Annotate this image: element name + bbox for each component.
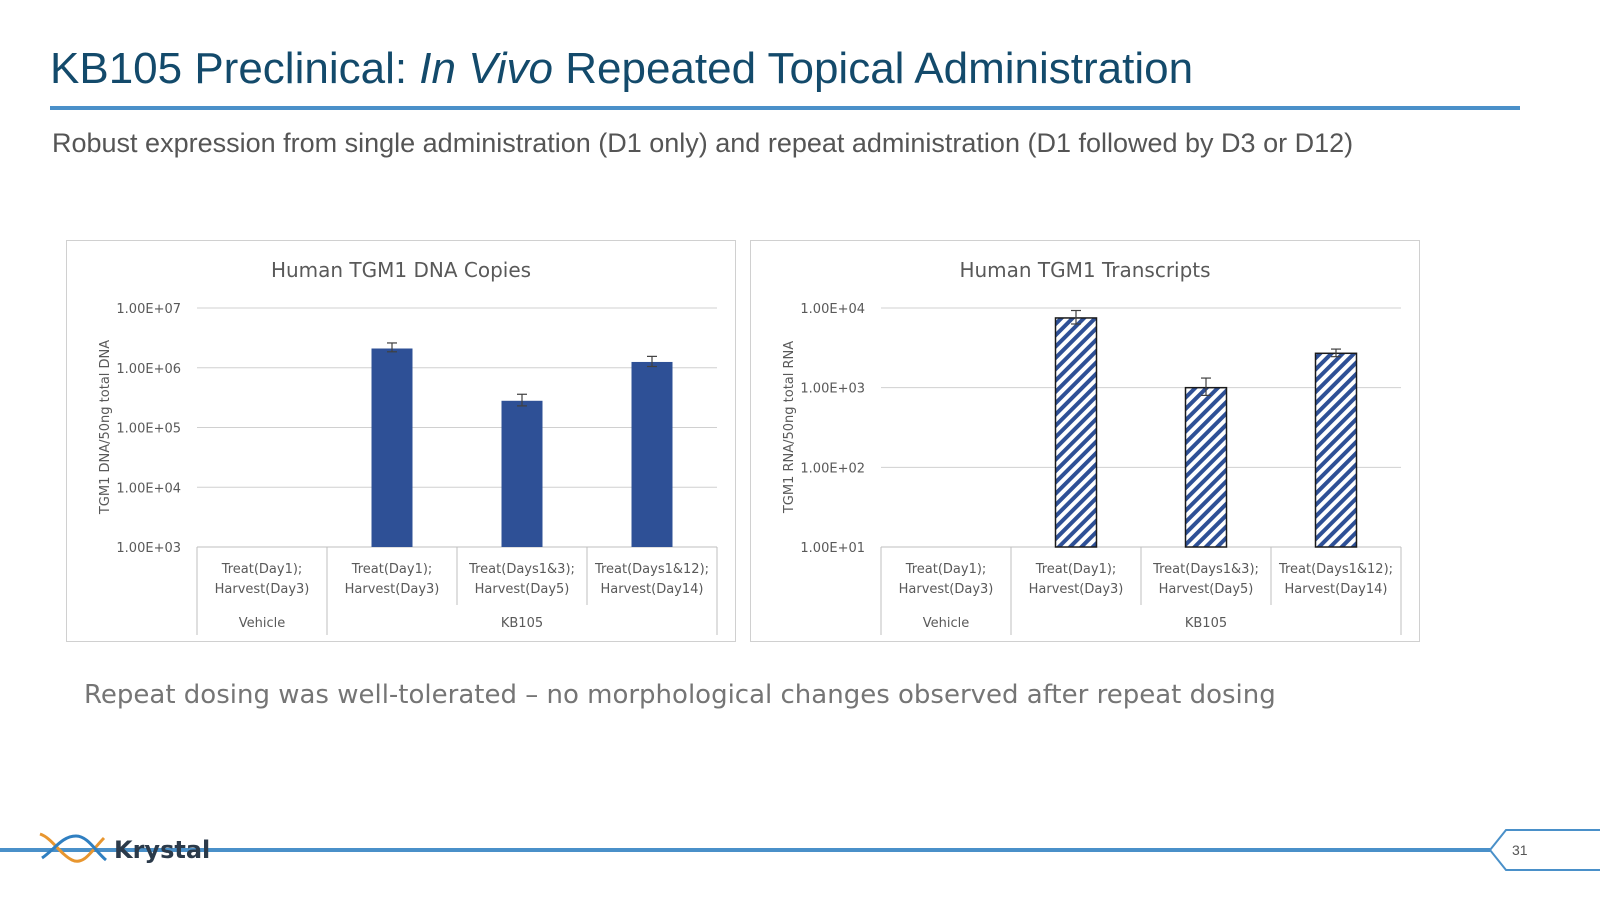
x-tick-label: Harvest(Day3): [215, 582, 310, 597]
page-number: 31: [1512, 842, 1528, 858]
x-tick-label: Treat(Day1);: [351, 562, 433, 577]
y-tick-label: 1.00E+02: [800, 461, 865, 476]
x-tick-label: Harvest(Day14): [600, 582, 703, 597]
logo-helix-blue-icon: [41, 834, 107, 862]
y-axis-label: TGM1 DNA/50ng total DNA: [98, 340, 113, 515]
footnote: Repeat dosing was well-tolerated – no mo…: [84, 680, 1276, 710]
x-tick-label: Treat(Days1&12);: [1278, 562, 1393, 577]
y-tick-label: 1.00E+06: [116, 362, 181, 377]
bar: [371, 348, 413, 547]
x-tick-label: Harvest(Day3): [1029, 582, 1124, 597]
logo-text: Krystal: [114, 836, 210, 864]
y-tick-label: 1.00E+03: [800, 382, 865, 397]
title-italic: In Vivo: [419, 44, 554, 93]
title-prefix: KB105 Preclinical:: [50, 44, 420, 93]
title-underline: [50, 106, 1520, 110]
group-label: Vehicle: [923, 616, 970, 631]
y-tick-label: 1.00E+05: [116, 422, 181, 437]
bar: [1314, 352, 1358, 548]
group-label: KB105: [1185, 616, 1227, 631]
title-suffix: Repeated Topical Administration: [553, 44, 1194, 93]
footer-svg: Krystal: [0, 829, 1600, 871]
footer-line: [0, 848, 1490, 852]
x-tick-label: Harvest(Day3): [899, 582, 994, 597]
bar: [631, 361, 673, 547]
x-tick-label: Harvest(Day5): [475, 582, 570, 597]
chart-title: Human TGM1 Transcripts: [959, 258, 1210, 282]
x-tick-label: Treat(Day1);: [1035, 562, 1117, 577]
x-tick-label: Harvest(Day14): [1284, 582, 1387, 597]
bar: [1054, 317, 1098, 548]
x-tick-label: Treat(Day1);: [905, 562, 987, 577]
y-tick-label: 1.00E+04: [116, 481, 181, 496]
dna-copies-chart: Human TGM1 DNA Copies TGM1 DNA/50ng total…: [66, 240, 736, 642]
transcripts-chart-svg: Human TGM1 Transcripts TGM1 RNA/50ng tota…: [782, 258, 1402, 635]
chart-title: Human TGM1 DNA Copies: [271, 258, 531, 282]
bar: [1184, 386, 1228, 548]
x-tick-label: Harvest(Day3): [345, 582, 440, 597]
y-tick-label: 1.00E+03: [116, 541, 181, 556]
group-label: Vehicle: [239, 616, 286, 631]
y-axis-label: TGM1 RNA/50ng total RNA: [782, 341, 797, 514]
x-tick-label: Treat(Days1&12);: [594, 562, 709, 577]
y-tick-label: 1.00E+01: [800, 541, 865, 556]
x-tick-label: Treat(Days1&3);: [468, 562, 575, 577]
page-tab-outline: [1489, 829, 1600, 871]
transcripts-chart: Human TGM1 Transcripts TGM1 RNA/50ng tota…: [750, 240, 1420, 642]
dna-copies-chart-svg: Human TGM1 DNA Copies TGM1 DNA/50ng total…: [98, 258, 718, 635]
footer: Krystal 31: [0, 820, 1600, 900]
bar: [501, 400, 543, 547]
group-label: KB105: [501, 616, 543, 631]
krystal-logo: Krystal: [39, 832, 210, 864]
x-tick-label: Treat(Day1);: [221, 562, 303, 577]
slide-title: KB105 Preclinical: In Vivo Repeated Topi…: [50, 44, 1193, 94]
y-tick-label: 1.00E+04: [800, 302, 865, 317]
slide-subtitle: Robust expression from single administra…: [52, 128, 1354, 158]
x-tick-label: Harvest(Day5): [1159, 582, 1254, 597]
y-tick-label: 1.00E+07: [116, 302, 181, 317]
x-tick-label: Treat(Days1&3);: [1152, 562, 1259, 577]
